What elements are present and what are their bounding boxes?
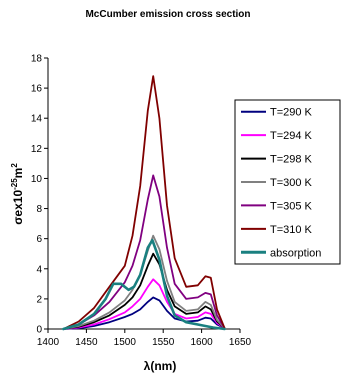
legend-entry-label: T=290 K	[270, 107, 313, 119]
legend-entry-label: T=294 K	[270, 130, 313, 142]
y-tick-label: 16	[31, 84, 43, 95]
y-tick-label: 8	[36, 204, 42, 215]
y-tick-label: 14	[31, 114, 43, 125]
series-line-t-300-k	[62, 234, 226, 330]
series-line-t-290-k	[62, 296, 226, 330]
legend-entry-label: absorption	[270, 247, 321, 259]
plot-axes	[44, 57, 241, 333]
series-line-t-310-k	[62, 75, 226, 330]
series-line-absorption	[62, 238, 226, 331]
chart-title: McCumber emission cross section	[85, 9, 250, 20]
series-line-t-294-k	[62, 278, 226, 330]
x-tick-labels: 1400 1450 1500 1550 1600 1650	[37, 337, 252, 348]
y-tick-label: 18	[31, 54, 43, 65]
y-tick-label: 6	[36, 234, 42, 245]
y-label-mid: x10	[11, 190, 25, 210]
y-label-exp: -25	[10, 178, 19, 190]
y-tick-label: 2	[36, 294, 42, 305]
x-axis-label: λ(nm)	[144, 359, 177, 373]
legend-entry-label: T=310 K	[270, 224, 313, 236]
series-line-t-305-k	[62, 174, 226, 330]
svg-text:σex10-25m2: σex10-25m2	[10, 163, 25, 225]
x-tick-label: 1550	[152, 337, 175, 348]
legend-entry-label: T=305 K	[270, 200, 313, 212]
legend-entry-label: T=298 K	[270, 154, 313, 166]
x-tick-label: 1600	[190, 337, 213, 348]
y-tick-label: 12	[31, 144, 43, 155]
y-axis-label: σex10-25m2	[10, 163, 25, 225]
x-tick-label: 1450	[75, 337, 98, 348]
series-lines	[62, 75, 226, 331]
x-tick-label: 1650	[229, 337, 252, 348]
y-tick-label: 10	[31, 174, 43, 185]
y-tick-label: 0	[36, 325, 42, 336]
y-tick-labels: 0 2 4 6 8 10 12 14 16 18	[31, 54, 43, 336]
legend-entry-label: T=300 K	[270, 177, 313, 189]
y-label-unit: m	[11, 168, 25, 179]
x-tick-label: 1500	[114, 337, 137, 348]
series-line-t-298-k	[62, 252, 226, 330]
y-label-unit-exp: 2	[10, 163, 19, 168]
y-label-main: σe	[11, 210, 25, 225]
x-tick-label: 1400	[37, 337, 60, 348]
legend: T=290 K T=294 K T=298 K T=300 K T=305 K T=310…	[234, 99, 341, 265]
y-tick-label: 4	[36, 264, 42, 275]
